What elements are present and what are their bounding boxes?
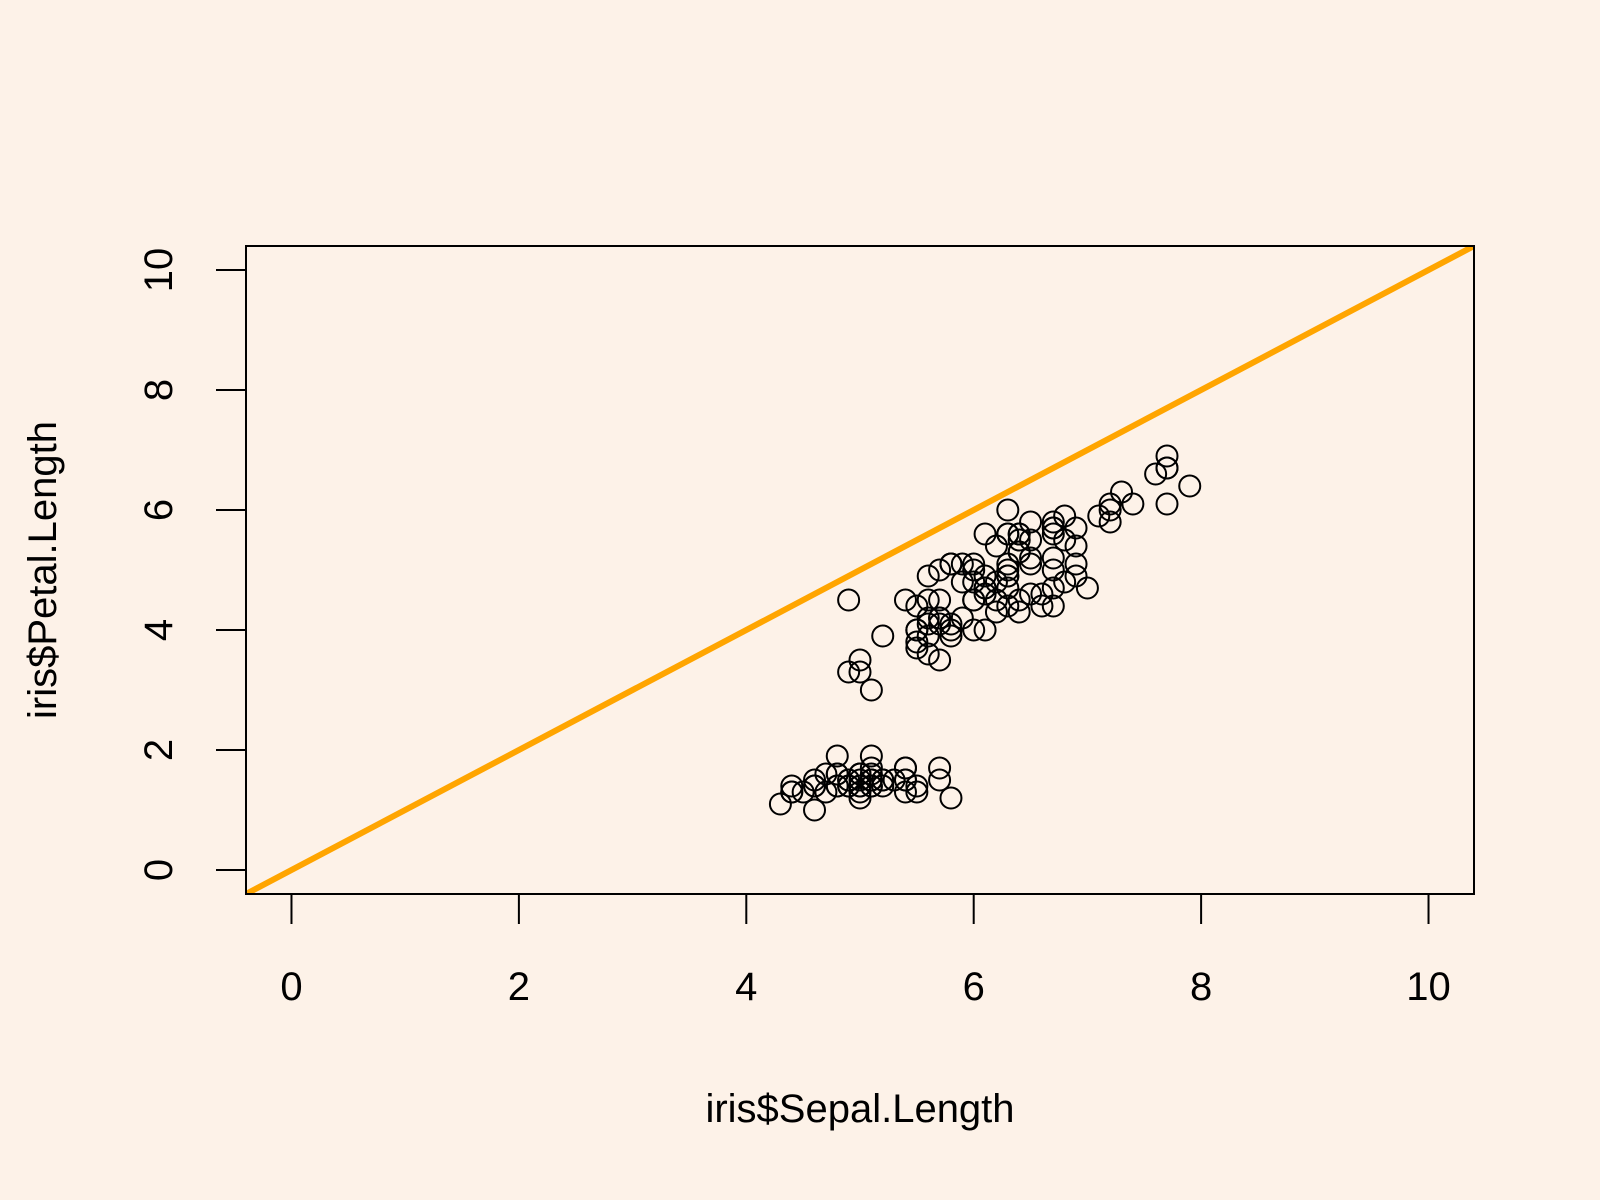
data-point — [1064, 564, 1088, 588]
data-point — [1155, 444, 1179, 468]
y-tick-label: 10 — [137, 248, 181, 293]
data-points — [768, 444, 1202, 822]
x-tick-label: 6 — [963, 965, 985, 1009]
data-point — [780, 774, 804, 798]
data-point — [996, 552, 1020, 576]
data-point — [916, 588, 940, 612]
data-point — [1064, 552, 1088, 576]
data-point — [859, 678, 883, 702]
data-point — [1144, 462, 1168, 486]
data-point — [803, 774, 827, 798]
data-point — [928, 588, 952, 612]
data-point — [825, 774, 849, 798]
data-point — [928, 648, 952, 672]
data-point — [780, 780, 804, 804]
data-point — [916, 564, 940, 588]
reference-line — [246, 246, 1474, 894]
data-point — [871, 624, 895, 648]
data-point — [905, 636, 929, 660]
data-point — [905, 780, 929, 804]
data-point — [803, 798, 827, 822]
data-point — [1007, 522, 1031, 546]
data-point — [905, 774, 929, 798]
x-axis: 0 2 4 6 8 10 — [280, 893, 1451, 1009]
y-tick-label: 8 — [137, 379, 181, 401]
data-point — [1098, 510, 1122, 534]
data-point — [939, 552, 963, 576]
data-point — [1041, 510, 1065, 534]
data-point — [928, 612, 952, 636]
data-point — [996, 594, 1020, 618]
data-point — [962, 570, 986, 594]
data-point — [996, 558, 1020, 582]
data-point — [848, 648, 872, 672]
data-point — [1155, 492, 1179, 516]
data-point — [1041, 594, 1065, 618]
data-point — [1007, 600, 1031, 624]
data-point — [848, 774, 872, 798]
data-point — [1019, 528, 1043, 552]
x-tick-label: 10 — [1406, 965, 1451, 1009]
x-axis-label: iris$Sepal.Length — [705, 1087, 1014, 1131]
data-point — [1007, 528, 1031, 552]
data-point — [928, 768, 952, 792]
data-point — [962, 558, 986, 582]
data-point — [1064, 534, 1088, 558]
data-point — [848, 660, 872, 684]
data-point — [928, 756, 952, 780]
data-point — [1030, 594, 1054, 618]
data-point — [791, 780, 815, 804]
data-point — [928, 606, 952, 630]
data-point — [939, 786, 963, 810]
data-point — [882, 768, 906, 792]
y-tick-label: 0 — [137, 859, 181, 881]
y-tick-label: 4 — [137, 619, 181, 641]
data-point — [837, 588, 861, 612]
data-point — [848, 762, 872, 786]
data-point — [996, 498, 1020, 522]
reference-line-layer — [246, 246, 1474, 894]
x-tick-label: 0 — [280, 965, 302, 1009]
data-point — [859, 744, 883, 768]
data-point — [973, 564, 997, 588]
data-point — [825, 744, 849, 768]
y-tick-label: 2 — [137, 739, 181, 761]
data-point — [1098, 498, 1122, 522]
data-point — [1121, 492, 1145, 516]
data-point — [1155, 456, 1179, 480]
data-point — [916, 612, 940, 636]
data-point — [962, 588, 986, 612]
data-point — [973, 618, 997, 642]
data-point — [1178, 474, 1202, 498]
data-point — [1041, 516, 1065, 540]
data-point — [1019, 546, 1043, 570]
data-point — [1041, 546, 1065, 570]
data-point — [939, 612, 963, 636]
x-tick-label: 8 — [1190, 965, 1212, 1009]
x-tick-label: 2 — [508, 965, 530, 1009]
data-point — [1041, 576, 1065, 600]
y-tick-label: 6 — [137, 499, 181, 521]
data-point — [871, 768, 895, 792]
data-point — [996, 564, 1020, 588]
data-point — [1041, 522, 1065, 546]
x-tick-label: 4 — [735, 965, 757, 1009]
data-point — [905, 630, 929, 654]
y-axis: 0 2 4 6 8 10 — [137, 248, 247, 881]
data-point — [1098, 492, 1122, 516]
data-point — [984, 600, 1008, 624]
data-point — [984, 534, 1008, 558]
data-point — [962, 618, 986, 642]
y-axis-label: iris$Petal.Length — [21, 421, 65, 719]
data-point — [893, 588, 917, 612]
data-point — [950, 552, 974, 576]
data-point — [848, 780, 872, 804]
data-point — [1041, 558, 1065, 582]
data-point — [928, 558, 952, 582]
data-point — [916, 606, 940, 630]
